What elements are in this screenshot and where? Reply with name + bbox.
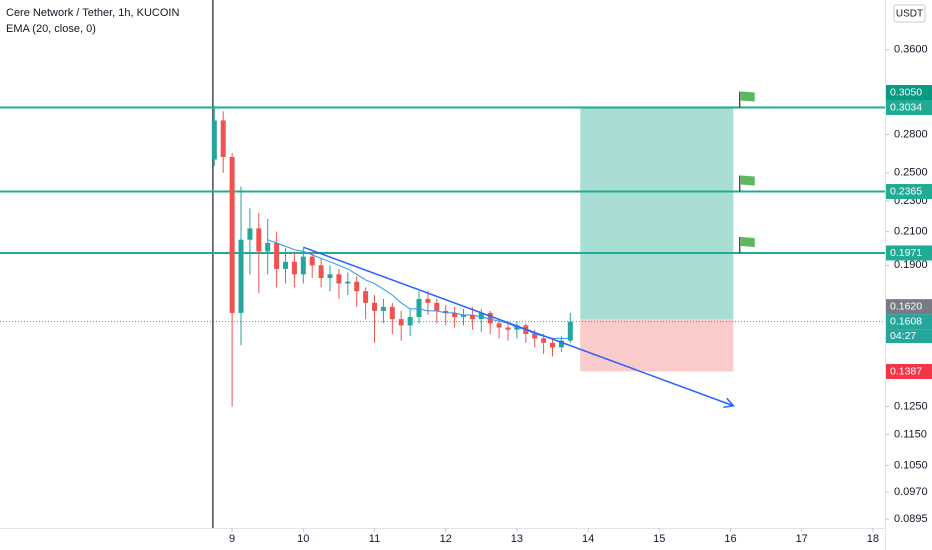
profit-zone [580, 107, 734, 320]
candle-body [416, 298, 422, 318]
candle-body [558, 340, 564, 348]
chart-title: Cere Network / Tether, 1h, KUCOIN [6, 7, 179, 19]
candle-body [532, 334, 538, 339]
candle-body [487, 312, 493, 324]
candle-body [541, 338, 547, 343]
candle-body [550, 342, 556, 348]
price-label: 0.2365 [890, 185, 922, 197]
trendline [303, 246, 734, 407]
price-label-bg [886, 299, 932, 315]
x-tick-label: 18 [867, 533, 879, 545]
x-tick-label: 17 [796, 533, 808, 545]
y-tick-label: 0.1150 [894, 429, 927, 441]
y-tick-label: 0.2800 [894, 128, 928, 140]
x-tick-label: 16 [724, 533, 736, 545]
x-tick-label: 14 [582, 533, 594, 545]
x-tick-label: 12 [440, 533, 452, 545]
y-tick-label: 0.1900 [894, 259, 928, 271]
price-label: 0.1971 [890, 247, 922, 259]
x-tick-label: 10 [297, 533, 309, 545]
x-tick-label: 11 [369, 533, 380, 545]
countdown-bg [886, 329, 932, 344]
flag [740, 175, 755, 186]
ema-line [267, 239, 571, 339]
candle-body [265, 243, 271, 252]
candle-body [505, 327, 511, 330]
price-label-bg [886, 363, 932, 379]
price-label-bg [886, 314, 932, 330]
y-tick-label: 0.3600 [894, 44, 928, 56]
candle-body [229, 156, 235, 313]
currency-label[interactable]: USDT [896, 9, 923, 20]
candle-body [452, 312, 458, 318]
plot [0, 0, 885, 528]
candle-body [238, 239, 244, 313]
candle-body [425, 298, 431, 303]
price-label-bg [886, 84, 932, 100]
price-label-bg [886, 99, 932, 115]
candle-body [354, 281, 360, 292]
countdown: 04:27 [890, 330, 916, 342]
candle-body [211, 120, 217, 160]
price-label: 0.3050 [890, 86, 922, 98]
flag [740, 91, 755, 102]
price-label-bg [886, 245, 932, 261]
price-label-bg [886, 184, 932, 200]
x-tick-label: 15 [653, 533, 665, 545]
flag [740, 236, 755, 247]
candle-body [318, 265, 324, 279]
candle-body [469, 314, 475, 320]
candle-body [283, 261, 289, 269]
y-tick-label: 0.2500 [894, 167, 928, 179]
candle-body [434, 302, 440, 311]
x-tick-label: 9 [229, 533, 235, 545]
x-tick-label: 13 [511, 533, 523, 545]
candle-body [247, 228, 253, 240]
candle-body [380, 306, 386, 311]
price-label: 0.1608 [890, 315, 922, 327]
candle-body [309, 256, 315, 266]
candle-body [345, 281, 351, 284]
candle-body [336, 274, 342, 284]
candle-body [407, 317, 413, 326]
price-label: 0.1620 [890, 300, 922, 312]
candle-body [300, 256, 306, 275]
candle-body [389, 306, 395, 320]
price-label: 0.3034 [890, 101, 922, 113]
candle-body [220, 120, 226, 157]
currency-box[interactable] [893, 4, 926, 23]
candle-body [478, 312, 484, 320]
y-tick-label: 0.0895 [894, 513, 928, 525]
candle-body [327, 274, 333, 279]
candle-body [443, 310, 449, 313]
candle-body [291, 261, 297, 275]
candle-body [274, 243, 280, 269]
trendline-arrow [723, 397, 735, 408]
candle-body [398, 319, 404, 326]
y-tick-label: 0.2100 [894, 225, 928, 237]
candle-body [567, 321, 573, 341]
candle-body [461, 314, 467, 318]
price-label: 0.1387 [890, 365, 922, 377]
y-tick-label: 0.0970 [894, 486, 928, 498]
candle-body [496, 323, 502, 328]
candle-body [363, 291, 369, 303]
candle-body [256, 228, 262, 252]
y-tick-label: 0.1050 [894, 459, 928, 471]
candle-body [372, 302, 378, 311]
loss-zone [580, 319, 734, 372]
y-tick-label: 0.1250 [894, 400, 928, 412]
indicator-label: EMA (20, close, 0) [6, 23, 96, 35]
